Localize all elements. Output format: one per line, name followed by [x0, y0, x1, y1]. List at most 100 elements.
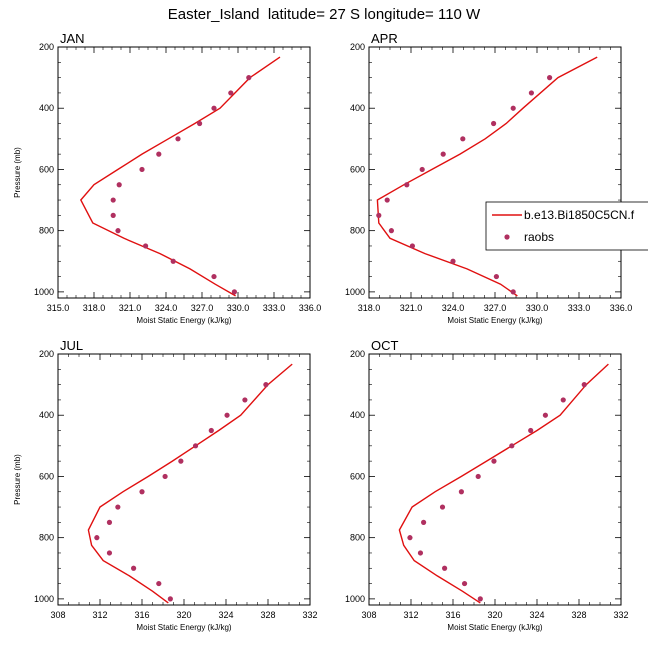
panel-oct: OCT 308 312 316 320 324 328 332 200 400 600 800 1000…: [345, 338, 629, 632]
y-axis-label: Pressure (mb): [13, 454, 22, 505]
raobs-point: [156, 580, 162, 587]
y-tick-label: 200: [39, 349, 54, 359]
y-tick-label: 1000: [345, 287, 365, 297]
x-tick-label: 318.0: [83, 303, 106, 313]
y-tick-label: 800: [39, 533, 54, 543]
y-tick-label: 400: [350, 410, 365, 420]
raobs-point: [388, 228, 394, 234]
x-axis-label: Moist Static Energy (kJ/kg): [136, 316, 231, 325]
raobs-point: [419, 166, 425, 173]
y-tick-label: 400: [39, 103, 54, 113]
raobs-point: [421, 519, 427, 525]
raobs-point: [246, 75, 252, 81]
x-tick-label: 324.0: [155, 303, 178, 313]
y-tick-label: 1000: [34, 287, 54, 297]
raobs-point: [110, 197, 116, 203]
legend-model-label: b.e13.Bi1850C5CN.f: [524, 208, 635, 222]
x-tick-label: 316: [445, 610, 460, 620]
raobs-point: [409, 243, 415, 249]
y-tick-label: 600: [350, 471, 365, 481]
plot-frame: [368, 46, 622, 299]
raobs-point: [376, 212, 382, 218]
raobs-point: [175, 136, 181, 142]
raobs-point: [450, 258, 456, 264]
x-tick-label: 308: [361, 610, 376, 620]
raobs-point: [491, 120, 497, 127]
x-tick-label: 312: [403, 610, 418, 620]
x-axis-label: Moist Static Energy (kJ/kg): [447, 623, 542, 632]
raobs-point: [547, 75, 553, 81]
raobs-point: [110, 212, 116, 218]
y-tick-label: 600: [39, 164, 54, 174]
x-tick-label: 336.0: [610, 303, 633, 313]
raobs-point: [197, 120, 203, 127]
x-tick-label: 321.0: [400, 303, 423, 313]
panel-title: JUL: [60, 338, 83, 353]
raobs-point: [417, 550, 424, 556]
raobs-point: [208, 427, 214, 434]
y-tick-label: 1000: [34, 594, 54, 604]
x-axis-label: Moist Static Energy (kJ/kg): [447, 316, 542, 325]
y-tick-label: 1000: [345, 594, 365, 604]
x-tick-label: 320: [176, 610, 191, 620]
raobs-point: [491, 458, 497, 464]
y-tick-label: 400: [39, 410, 54, 420]
raobs-point: [442, 565, 448, 571]
raobs-point: [458, 489, 464, 495]
raobs-point: [139, 489, 145, 495]
raobs-point: [224, 412, 230, 418]
model-profile-line: [376, 56, 598, 297]
raobs-point: [581, 382, 587, 388]
x-tick-label: 312: [92, 610, 107, 620]
x-tick-label: 315.0: [47, 303, 70, 313]
raobs-point: [167, 596, 173, 602]
x-tick-label: 328: [571, 610, 586, 620]
raobs-point: [542, 412, 549, 418]
x-tick-label: 308: [50, 610, 65, 620]
raobs-point: [192, 443, 199, 449]
raobs-point: [242, 397, 248, 403]
raobs-point: [509, 443, 515, 449]
y-tick-label: 200: [350, 349, 365, 359]
raobs-point: [106, 519, 113, 525]
x-tick-label: 330.0: [227, 303, 250, 313]
legend-raobs-label: raobs: [524, 230, 554, 244]
raobs-point: [475, 473, 481, 480]
raobs-point: [162, 473, 168, 480]
model-profile-line: [79, 56, 281, 297]
panel-title: APR: [371, 31, 398, 46]
y-tick-label: 800: [350, 533, 365, 543]
raobs-point: [528, 90, 535, 96]
raobs-point: [407, 535, 413, 541]
x-tick-label: 327.0: [191, 303, 214, 313]
raobs-point: [404, 182, 410, 188]
raobs-point: [528, 427, 534, 434]
x-tick-label: 320: [487, 610, 502, 620]
x-tick-label: 318.0: [358, 303, 381, 313]
panel-jul: JUL 308 312 316 320 324 328 332 200 400 600 800 1000…: [13, 338, 318, 632]
raobs-point: [94, 535, 100, 541]
raobs-point: [439, 504, 446, 510]
figure-title: Easter_Island latitude= 27 S longitude= …: [167, 6, 481, 23]
x-tick-label: 336.0: [299, 303, 322, 313]
model-profile-line: [87, 363, 293, 604]
legend: b.e13.Bi1850C5CN.f raobs: [485, 201, 648, 251]
x-axis-label: Moist Static Energy (kJ/kg): [136, 623, 231, 632]
raobs-point: [116, 182, 122, 188]
y-tick-label: 800: [39, 226, 54, 236]
x-tick-label: 324: [218, 610, 233, 620]
raobs-point: [510, 105, 516, 111]
raobs-point: [510, 289, 516, 295]
y-tick-label: 200: [39, 42, 54, 52]
x-tick-label: 333.0: [263, 303, 286, 313]
raobs-point: [115, 504, 121, 510]
y-tick-label: 600: [39, 471, 54, 481]
y-tick-label: 800: [350, 226, 365, 236]
x-tick-label: 333.0: [568, 303, 591, 313]
panel-jan: JAN 315.0 318.0 321.0 324.0 327.0 330.0 333.0 33…: [13, 31, 321, 325]
y-tick-label: 600: [350, 164, 365, 174]
raobs-point: [460, 136, 466, 142]
x-tick-label: 328: [260, 610, 275, 620]
raobs-point: [477, 596, 483, 602]
